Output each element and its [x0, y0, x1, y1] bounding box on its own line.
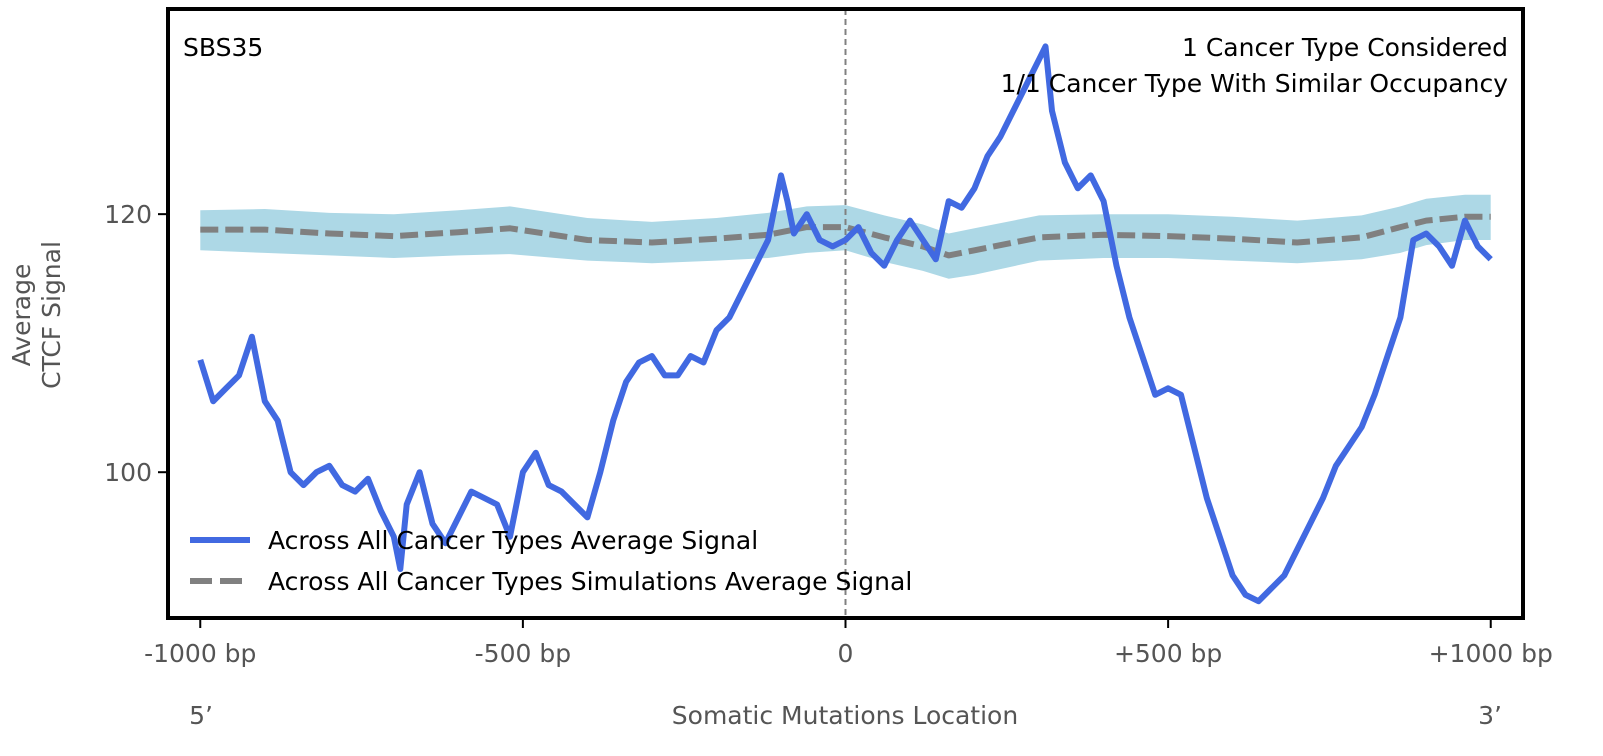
- legend-label-average-signal: Across All Cancer Types Average Signal: [268, 526, 758, 555]
- five-prime-label: 5’: [189, 701, 213, 730]
- series-layer: [197, 43, 1493, 605]
- chart-title: SBS35: [183, 33, 263, 62]
- y-axis-title-line1: Average: [7, 264, 36, 367]
- y-tick-label: 100: [104, 458, 152, 487]
- annotation-similar-occupancy: 1/1 Cancer Type With Similar Occupancy: [1001, 69, 1509, 98]
- x-tick-label: +500 bp: [1114, 639, 1222, 668]
- annotation-cancer-types-considered: 1 Cancer Type Considered: [1182, 33, 1508, 62]
- three-prime-label: 3’: [1478, 701, 1502, 730]
- series-line-simulations-signal: [200, 213, 1491, 259]
- series-line-average-signal: [197, 43, 1493, 605]
- y-axis-title: Average CTCF Signal: [7, 241, 66, 389]
- x-tick-label: -1000 bp: [144, 639, 256, 668]
- x-tick-label: 0: [838, 639, 854, 668]
- x-tick-label: +1000 bp: [1429, 639, 1553, 668]
- y-axis: 100 120: [104, 200, 168, 487]
- legend-label-simulations-signal: Across All Cancer Types Simulations Aver…: [268, 567, 912, 596]
- legend: Across All Cancer Types Average Signal A…: [190, 526, 912, 596]
- y-tick-label: 120: [104, 200, 152, 229]
- y-axis-title-line2: CTCF Signal: [37, 241, 66, 389]
- x-axis: -1000 bp -500 bp 0 +500 bp +1000 bp: [144, 618, 1553, 668]
- x-axis-title: Somatic Mutations Location: [672, 701, 1018, 730]
- x-tick-label: -500 bp: [475, 639, 571, 668]
